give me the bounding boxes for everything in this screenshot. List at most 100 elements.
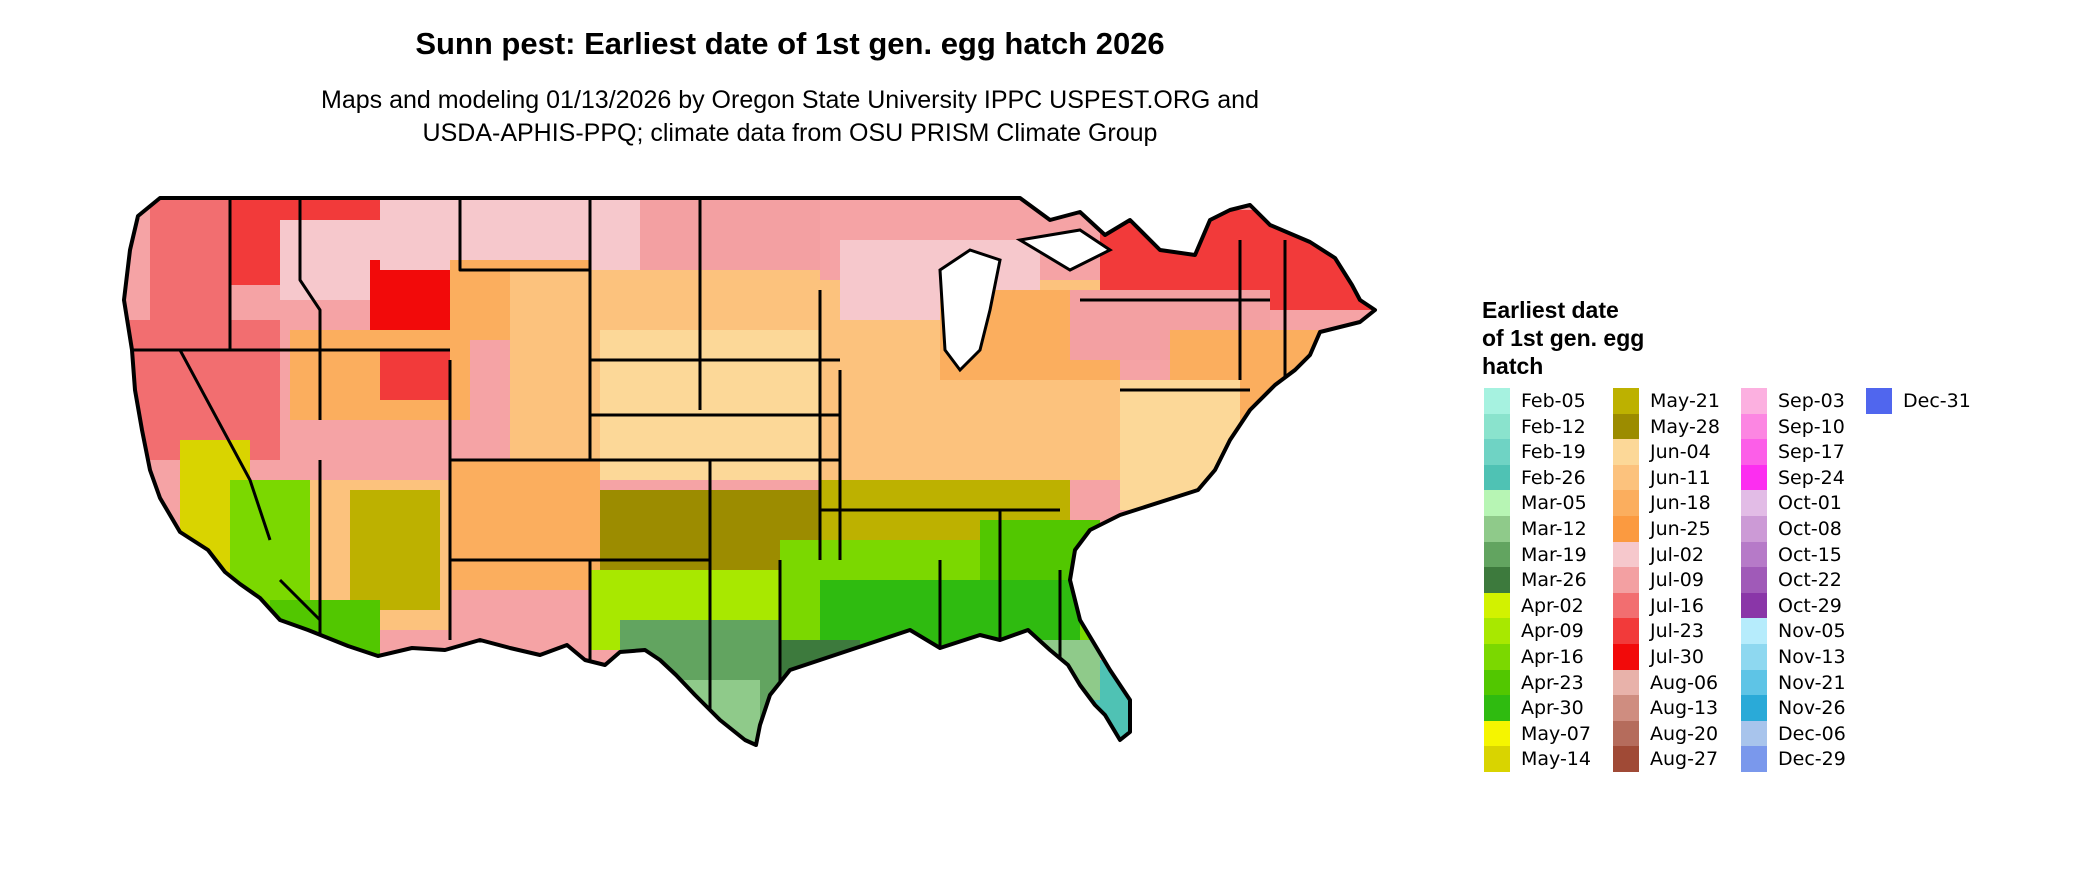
legend-label: Jul-09 xyxy=(1650,569,1704,592)
legend-label: Mar-12 xyxy=(1521,518,1587,540)
legend-title-line-2: of 1st gen. egg xyxy=(1482,325,1645,351)
legend-label: Jun-18 xyxy=(1650,492,1711,515)
legend-swatch xyxy=(1741,490,1767,517)
us-hatch-date-map xyxy=(122,196,1377,747)
legend-label: Jun-25 xyxy=(1650,518,1711,540)
legend-label: Apr-23 xyxy=(1521,671,1584,694)
map-title: Sunn pest: Earliest date of 1st gen. egg… xyxy=(415,26,1165,61)
legend-swatch xyxy=(1613,592,1639,619)
legend-label: Oct-15 xyxy=(1778,543,1842,566)
legend-swatch xyxy=(1484,746,1510,773)
legend-label: Mar-26 xyxy=(1521,569,1587,592)
legend-swatch xyxy=(1484,592,1510,619)
legend-swatch xyxy=(1484,618,1510,645)
legend-swatch xyxy=(1484,490,1510,517)
legend-swatch xyxy=(1613,413,1639,440)
legend-swatch xyxy=(1484,516,1510,542)
legend-swatch xyxy=(1484,644,1510,670)
legend-swatch xyxy=(1741,439,1767,466)
legend-swatch xyxy=(1741,618,1767,645)
legend-label: Oct-01 xyxy=(1778,492,1842,515)
legend-swatch xyxy=(1613,439,1639,466)
legend-label: Oct-08 xyxy=(1778,518,1842,540)
legend-swatch xyxy=(1484,464,1510,491)
legend-label: May-21 xyxy=(1650,390,1720,412)
legend-swatch xyxy=(1866,388,1892,414)
legend-label: Dec-29 xyxy=(1778,748,1846,771)
legend-swatch xyxy=(1484,388,1510,414)
legend-label: May-28 xyxy=(1650,415,1720,438)
legend-swatch xyxy=(1613,669,1639,696)
legend-title-line-1: Earliest date xyxy=(1482,297,1619,323)
legend-swatch xyxy=(1741,541,1767,568)
hatch-date-zones xyxy=(124,198,1375,745)
state-boundaries xyxy=(124,198,1287,745)
legend-label: Apr-02 xyxy=(1521,594,1584,617)
legend-label: Feb-05 xyxy=(1521,390,1586,412)
legend-label: Oct-29 xyxy=(1778,594,1842,617)
legend-label: Sep-10 xyxy=(1778,415,1845,438)
legend-label: May-07 xyxy=(1521,722,1591,745)
legend-label: Jul-02 xyxy=(1650,543,1704,566)
legend-swatch xyxy=(1613,541,1639,568)
legend-swatch xyxy=(1741,720,1767,747)
us-outline xyxy=(122,196,1377,747)
legend-swatch xyxy=(1613,490,1639,517)
legend-title-line-3: hatch xyxy=(1482,353,1544,379)
legend-label: Nov-26 xyxy=(1778,697,1846,720)
legend-label: Mar-19 xyxy=(1521,543,1587,566)
legend-swatch xyxy=(1613,567,1639,594)
legend-label: Apr-30 xyxy=(1521,697,1584,720)
legend-swatch xyxy=(1741,388,1767,414)
great-lakes xyxy=(938,228,1113,373)
legend-label: Nov-21 xyxy=(1778,671,1846,694)
legend-label: May-14 xyxy=(1521,748,1591,771)
legend-label: Mar-05 xyxy=(1521,492,1587,515)
legend-label: Sep-03 xyxy=(1778,390,1845,412)
legend-label: Apr-16 xyxy=(1521,646,1584,668)
legend-swatch xyxy=(1741,644,1767,670)
legend-swatch xyxy=(1741,464,1767,491)
subtitle-line-2: USDA-APHIS-PPQ; climate data from OSU PR… xyxy=(422,119,1158,147)
legend-label: Oct-22 xyxy=(1778,569,1842,592)
legend-label: Nov-13 xyxy=(1778,646,1846,668)
legend-swatch xyxy=(1613,388,1639,414)
legend-swatch xyxy=(1741,592,1767,619)
map-subtitle: Maps and modeling 01/13/2026 by Oregon S… xyxy=(0,84,1580,150)
legend-swatch xyxy=(1484,413,1510,440)
legend-label: Apr-09 xyxy=(1521,620,1584,643)
legend-label: Jun-04 xyxy=(1650,441,1711,464)
legend-swatch xyxy=(1613,695,1639,722)
legend-swatch xyxy=(1484,669,1510,696)
legend-label: Jul-30 xyxy=(1650,646,1704,668)
legend-swatch xyxy=(1484,439,1510,466)
legend-swatch xyxy=(1741,746,1767,773)
subtitle-line-1: Maps and modeling 01/13/2026 by Oregon S… xyxy=(321,86,1259,114)
legend-swatch xyxy=(1484,695,1510,722)
legend-label: Feb-26 xyxy=(1521,466,1586,489)
legend-swatch xyxy=(1741,516,1767,542)
legend-label: Aug-20 xyxy=(1650,722,1719,745)
legend-label: Sep-17 xyxy=(1778,441,1845,464)
legend-label: Nov-05 xyxy=(1778,620,1846,643)
legend-swatch xyxy=(1741,669,1767,696)
legend-label: Jun-11 xyxy=(1650,466,1711,489)
legend-swatch xyxy=(1613,644,1639,670)
legend-label: Feb-19 xyxy=(1521,441,1586,464)
legend-swatch xyxy=(1613,746,1639,773)
legend-label: Jul-23 xyxy=(1650,620,1704,643)
legend-label: Sep-24 xyxy=(1778,466,1845,489)
legend-label: Aug-27 xyxy=(1650,748,1719,771)
legend-label: Dec-31 xyxy=(1903,390,1971,412)
legend-swatch xyxy=(1484,720,1510,747)
legend-label: Jul-16 xyxy=(1650,594,1704,617)
legend-label: Dec-06 xyxy=(1778,722,1846,745)
legend-label: Aug-06 xyxy=(1650,671,1719,694)
legend-swatch xyxy=(1484,541,1510,568)
legend-swatch xyxy=(1613,720,1639,747)
legend-swatch xyxy=(1741,567,1767,594)
legend-swatch xyxy=(1484,567,1510,594)
legend-swatch xyxy=(1741,695,1767,722)
legend-label: Aug-13 xyxy=(1650,697,1719,720)
